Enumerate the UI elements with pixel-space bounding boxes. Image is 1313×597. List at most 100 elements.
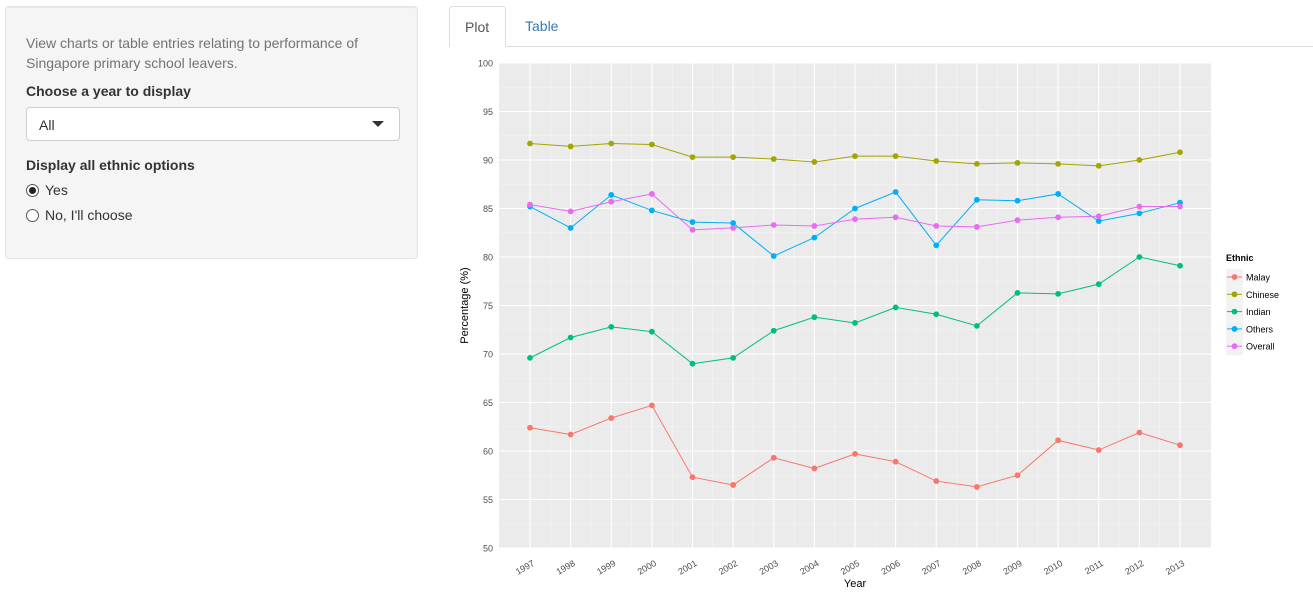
data-point bbox=[608, 192, 615, 198]
data-point bbox=[811, 465, 818, 472]
data-point bbox=[1014, 289, 1021, 296]
x-tick-label: 2008 bbox=[961, 558, 983, 577]
data-point bbox=[852, 216, 858, 223]
tab-table[interactable]: Table bbox=[525, 18, 559, 34]
ethnic-options-label: Display all ethnic options bbox=[26, 157, 195, 173]
data-point bbox=[973, 322, 980, 329]
data-point bbox=[770, 253, 777, 259]
x-tick-label: 2003 bbox=[758, 558, 780, 577]
data-point bbox=[567, 208, 574, 215]
radio-label-yes: Yes bbox=[45, 182, 68, 198]
x-tick-label: 2007 bbox=[920, 558, 942, 577]
data-point bbox=[1177, 442, 1183, 449]
data-point bbox=[973, 160, 980, 167]
y-tick-label: 85 bbox=[483, 204, 493, 214]
data-point bbox=[933, 478, 940, 484]
data-point bbox=[1014, 217, 1021, 224]
data-point bbox=[1136, 210, 1143, 217]
x-tick-label: 2011 bbox=[1083, 558, 1105, 576]
year-select[interactable]: All bbox=[26, 107, 400, 141]
data-point bbox=[852, 451, 858, 457]
data-point bbox=[567, 334, 574, 341]
data-point bbox=[973, 483, 980, 490]
chevron-down-icon bbox=[372, 121, 384, 127]
data-point bbox=[1014, 472, 1021, 479]
data-point bbox=[648, 207, 655, 214]
y-tick-label: 95 bbox=[483, 107, 493, 117]
data-point bbox=[892, 304, 899, 311]
data-point bbox=[892, 189, 899, 195]
data-point bbox=[933, 242, 940, 249]
x-tick-label: 2006 bbox=[879, 558, 901, 577]
legend-label: Chinese bbox=[1246, 290, 1279, 300]
radio-unchecked-icon[interactable] bbox=[26, 208, 39, 222]
legend-label: Malay bbox=[1246, 273, 1271, 283]
data-point bbox=[1095, 218, 1102, 225]
data-point bbox=[811, 223, 818, 229]
data-point bbox=[933, 311, 940, 318]
legend-key-point bbox=[1231, 326, 1238, 332]
y-tick-label: 90 bbox=[483, 156, 493, 166]
data-point bbox=[892, 214, 899, 221]
data-point bbox=[933, 158, 940, 164]
radio-label-choose: No, I'll choose bbox=[45, 207, 133, 223]
y-tick-label: 100 bbox=[478, 59, 493, 69]
data-point bbox=[1095, 281, 1102, 288]
y-tick-label: 75 bbox=[483, 301, 493, 311]
data-point bbox=[567, 225, 574, 231]
x-tick-label: 2004 bbox=[798, 558, 820, 577]
x-tick-label: 2002 bbox=[717, 558, 739, 577]
data-point bbox=[852, 205, 858, 212]
year-select-value: All bbox=[39, 117, 55, 133]
data-point bbox=[689, 154, 696, 160]
data-point bbox=[730, 482, 737, 488]
legend-key-point bbox=[1231, 291, 1238, 298]
data-point bbox=[1095, 447, 1102, 453]
tab-plot[interactable]: Plot bbox=[449, 6, 506, 47]
data-point bbox=[567, 143, 574, 150]
data-point bbox=[933, 223, 940, 229]
data-point bbox=[527, 354, 533, 361]
legend-label: Overall bbox=[1246, 342, 1275, 352]
data-point bbox=[608, 198, 615, 205]
data-point bbox=[527, 424, 533, 431]
x-tick-label: 2001 bbox=[676, 558, 698, 577]
data-point bbox=[811, 314, 818, 321]
data-point bbox=[852, 320, 858, 326]
data-point bbox=[973, 224, 980, 230]
data-point bbox=[608, 323, 615, 330]
radio-option-choose[interactable]: No, I'll choose bbox=[26, 205, 133, 225]
data-point bbox=[1177, 203, 1183, 210]
data-point bbox=[527, 140, 533, 147]
y-tick-label: 55 bbox=[483, 495, 493, 505]
data-point bbox=[527, 201, 533, 208]
data-point bbox=[770, 327, 777, 334]
data-point bbox=[852, 153, 858, 160]
data-point bbox=[1014, 197, 1021, 204]
y-tick-label: 80 bbox=[483, 253, 493, 263]
data-point bbox=[1136, 254, 1143, 260]
radio-checked-icon[interactable] bbox=[26, 183, 39, 197]
x-tick-label: 2005 bbox=[839, 558, 861, 577]
data-point bbox=[567, 431, 574, 438]
x-axis-title: Year bbox=[844, 578, 867, 590]
y-tick-label: 50 bbox=[483, 544, 493, 554]
legend-key-point bbox=[1231, 274, 1238, 280]
data-point bbox=[608, 140, 615, 147]
radio-option-yes[interactable]: Yes bbox=[26, 180, 68, 200]
x-tick-label: 2009 bbox=[1001, 558, 1023, 577]
data-point bbox=[648, 191, 655, 197]
data-point bbox=[1095, 162, 1102, 169]
data-point bbox=[730, 220, 737, 226]
x-tick-label: 2013 bbox=[1164, 558, 1186, 577]
legend-title: Ethnic bbox=[1226, 253, 1254, 263]
data-point bbox=[892, 458, 899, 465]
data-point bbox=[770, 454, 777, 461]
legend-label: Others bbox=[1246, 324, 1274, 334]
data-point bbox=[648, 328, 655, 335]
data-point bbox=[1014, 160, 1021, 166]
data-point bbox=[689, 219, 696, 225]
legend-key-point bbox=[1231, 343, 1238, 350]
data-point bbox=[1095, 213, 1102, 220]
data-point bbox=[689, 474, 696, 481]
